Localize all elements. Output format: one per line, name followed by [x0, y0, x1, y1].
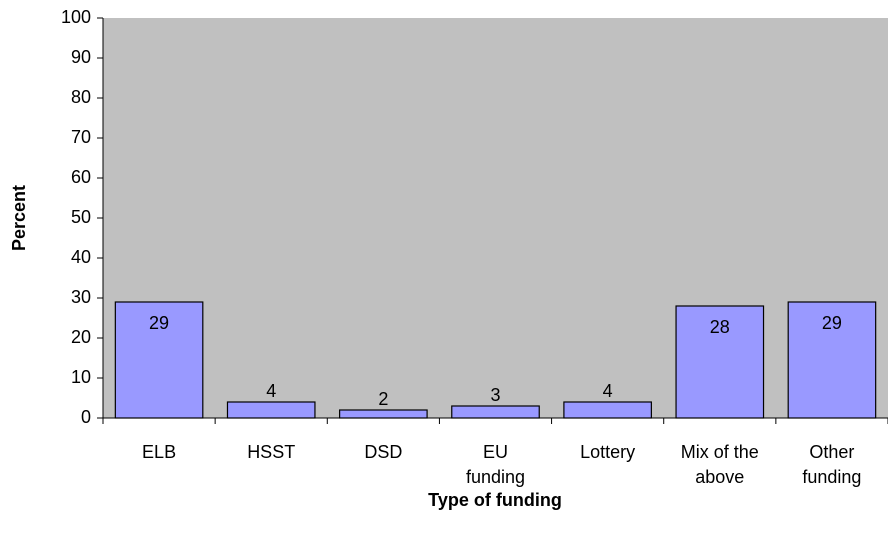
bar	[339, 409, 428, 419]
bar	[114, 301, 204, 419]
x-tick-label: HSST	[247, 442, 296, 462]
x-tick-label: Mix of the above	[680, 442, 759, 487]
data-label: 29	[149, 313, 169, 333]
y-tick-label: 100	[61, 7, 91, 27]
bar	[563, 401, 652, 419]
y-tick-label: 30	[71, 287, 91, 307]
y-tick-label: 90	[71, 47, 91, 67]
x-axis-title: Type of funding	[428, 490, 562, 510]
y-tick-label: 80	[71, 87, 91, 107]
data-label: 4	[266, 381, 276, 401]
y-tick-label: 40	[71, 247, 91, 267]
x-tick-label: DSD	[364, 442, 403, 462]
y-tick-label: 0	[81, 407, 91, 427]
bar	[675, 305, 765, 419]
y-axis-title: Percent	[9, 185, 29, 251]
bar	[226, 401, 316, 419]
data-label: 3	[490, 385, 500, 405]
data-label: 4	[603, 381, 613, 401]
bar	[451, 405, 540, 419]
data-label: 28	[710, 317, 730, 337]
y-tick-label: 10	[71, 367, 91, 387]
x-tick-label: Other funding	[802, 442, 862, 487]
data-label: 2	[378, 389, 388, 409]
x-tick-label: EU funding	[465, 442, 526, 487]
y-tick-label: 50	[71, 207, 91, 227]
y-tick-label: 20	[71, 327, 91, 347]
y-tick-label: 70	[71, 127, 91, 147]
bar	[787, 301, 877, 419]
data-label: 29	[822, 313, 842, 333]
x-tick-label: ELB	[142, 442, 177, 462]
x-tick-label: Lottery	[580, 442, 636, 462]
plot-area	[103, 18, 888, 418]
y-tick-label: 60	[71, 167, 91, 187]
